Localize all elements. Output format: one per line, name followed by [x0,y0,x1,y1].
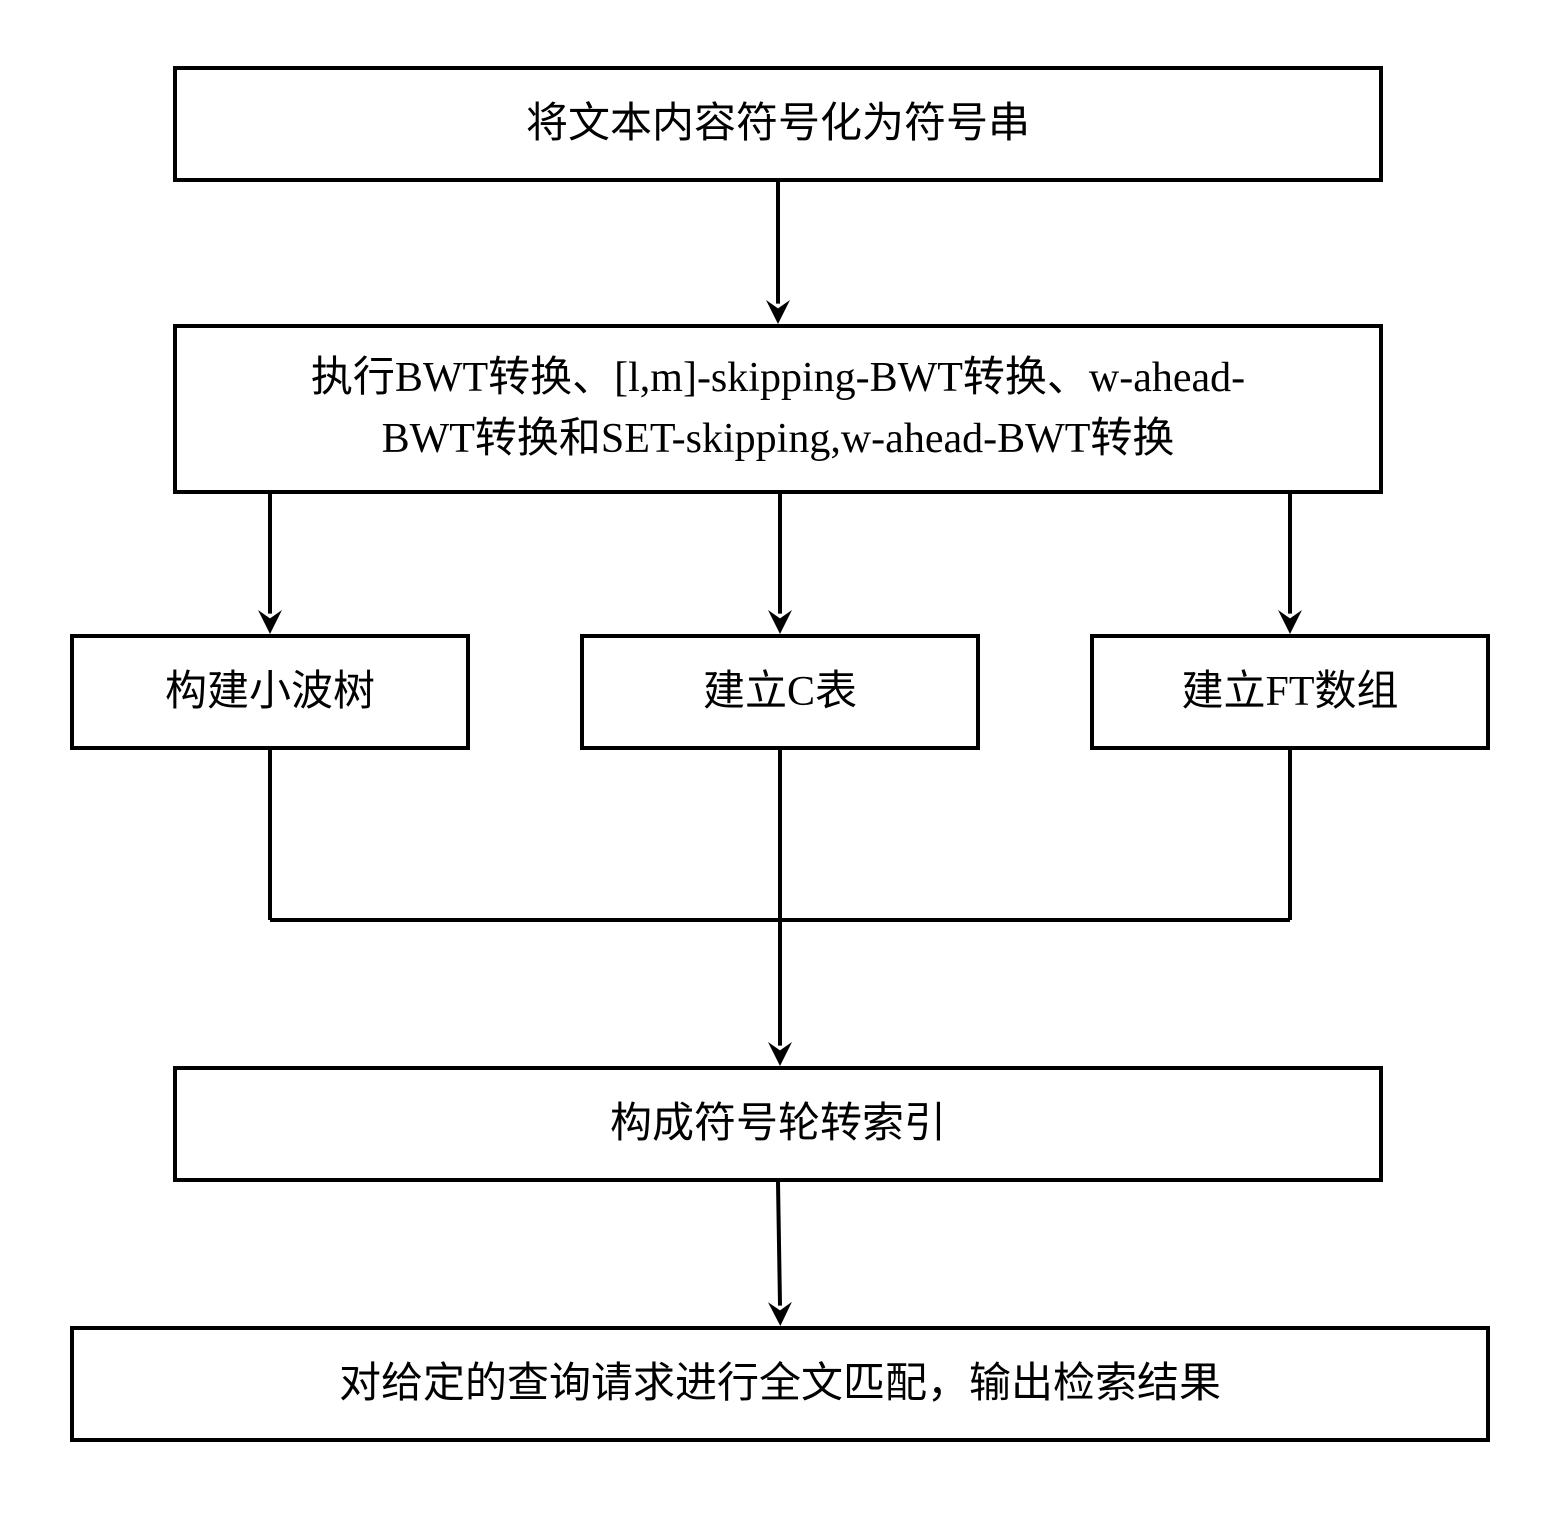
flowchart-node-n7: 对给定的查询请求进行全文匹配，输出检索结果 [70,1326,1490,1442]
flowchart-edges [0,0,1564,1514]
flowchart-node-label: 执行BWT转换、[l,m]-skipping-BWT转换、w-ahead- BW… [311,348,1245,470]
flowchart-node-n3: 构建小波树 [70,634,470,750]
flowchart-node-label: 将文本内容符号化为符号串 [526,94,1030,155]
flowchart-node-label: 建立C表 [703,662,857,723]
flowchart-node-n6: 构成符号轮转索引 [173,1066,1383,1182]
flowchart-node-label: 对给定的查询请求进行全文匹配，输出检索结果 [339,1354,1221,1415]
flowchart-node-n2: 执行BWT转换、[l,m]-skipping-BWT转换、w-ahead- BW… [173,324,1383,494]
flowchart-node-label: 建立FT数组 [1181,662,1398,723]
flowchart-node-n5: 建立FT数组 [1090,634,1490,750]
flowchart-node-label: 构成符号轮转索引 [610,1094,946,1155]
flowchart-node-n4: 建立C表 [580,634,980,750]
flowchart-node-label: 构建小波树 [165,662,375,723]
flowchart-node-n1: 将文本内容符号化为符号串 [173,66,1383,182]
